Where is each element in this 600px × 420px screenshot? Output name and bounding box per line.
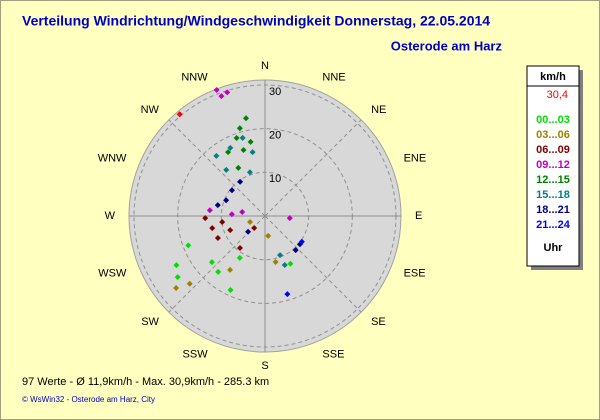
data-point	[236, 125, 243, 132]
data-point	[228, 211, 235, 218]
direction-label: SW	[141, 316, 159, 328]
data-point	[243, 115, 250, 122]
direction-label: SSE	[322, 348, 344, 360]
data-point	[225, 149, 232, 156]
data-point	[249, 149, 256, 156]
direction-label: NW	[141, 104, 160, 116]
legend-label: 15...18	[536, 189, 570, 201]
data-point	[245, 228, 252, 235]
data-point	[209, 225, 216, 232]
legend-label: 03...06	[536, 129, 570, 141]
direction-label: N	[261, 60, 269, 72]
data-point	[227, 287, 234, 294]
legend-label: 00...03	[536, 114, 570, 126]
data-point	[227, 144, 234, 151]
direction-label: NNE	[322, 71, 345, 83]
data-point	[247, 138, 254, 145]
direction-label: WNW	[98, 153, 127, 165]
data-point	[239, 134, 246, 141]
chart-title: Verteilung Windrichtung/Windgeschwindigk…	[22, 13, 490, 29]
direction-label: S	[261, 360, 268, 372]
data-point	[224, 89, 231, 96]
data-point	[206, 207, 213, 214]
r-tick-label: 20	[269, 130, 281, 142]
data-point	[173, 284, 180, 291]
data-point	[235, 164, 242, 171]
current-point	[176, 111, 183, 118]
data-point	[287, 260, 294, 267]
r-tick-label: 10	[269, 173, 281, 185]
spoke	[264, 215, 362, 313]
data-point	[265, 232, 272, 239]
data-point	[208, 259, 215, 266]
legend-label: 18...21	[536, 204, 570, 216]
data-point	[272, 258, 279, 265]
grid-ring	[133, 84, 397, 348]
r-tick-label: 30	[269, 86, 281, 98]
direction-label: ESE	[404, 267, 426, 279]
legend-unit: Uhr	[544, 242, 564, 254]
data-point	[174, 274, 181, 281]
data-point	[214, 234, 221, 241]
data-point	[251, 225, 258, 232]
data-point	[202, 215, 209, 222]
direction-label: E	[415, 210, 422, 222]
data-point	[240, 146, 247, 153]
data-point	[284, 291, 291, 298]
data-point	[228, 187, 235, 194]
grid-ring	[177, 128, 353, 304]
data-point	[247, 219, 254, 226]
direction-label: W	[105, 210, 116, 222]
spoke	[168, 119, 266, 217]
data-point	[246, 169, 253, 176]
legend-label: 12...15	[536, 174, 570, 186]
credit: © WsWin32 - Osterode am Harz, City	[22, 395, 155, 404]
data-point	[298, 238, 305, 245]
data-point	[213, 87, 220, 94]
data-point	[223, 166, 230, 173]
data-point	[173, 262, 180, 269]
data-point	[233, 135, 240, 142]
direction-label: SE	[371, 316, 386, 328]
data-point	[219, 219, 226, 226]
spoke	[264, 119, 362, 217]
direction-label: NE	[371, 104, 386, 116]
data-point	[215, 268, 222, 275]
grid-ring	[220, 171, 310, 261]
direction-label: WSW	[98, 267, 127, 279]
data-point	[185, 242, 192, 249]
data-point	[277, 252, 284, 259]
data-point	[218, 93, 225, 100]
footer: 97 Werte - Ø 11,9km/h - Max. 30,9km/h - …	[22, 376, 269, 388]
data-point	[292, 247, 299, 254]
legend-current: 30,4	[547, 89, 568, 101]
data-point	[213, 152, 220, 159]
data-point	[227, 227, 234, 234]
data-point	[227, 266, 234, 273]
subtitle: Osterode am Harz	[391, 38, 503, 53]
legend-title: km/h	[540, 71, 566, 83]
data-point	[223, 197, 230, 204]
data-point	[214, 202, 221, 209]
legend-label: 09...12	[536, 159, 570, 171]
direction-label: SSW	[183, 348, 209, 360]
direction-label: ENE	[404, 153, 427, 165]
data-point	[286, 215, 293, 222]
data-point	[236, 254, 243, 261]
data-point	[186, 280, 193, 287]
data-point	[239, 208, 246, 215]
direction-label: NNW	[181, 71, 208, 83]
legend-label: 21...24	[536, 219, 571, 231]
legend-box	[526, 65, 580, 267]
data-point	[236, 245, 243, 252]
legend-label: 06...09	[536, 144, 570, 156]
data-point	[237, 178, 244, 185]
data-point	[281, 261, 288, 268]
